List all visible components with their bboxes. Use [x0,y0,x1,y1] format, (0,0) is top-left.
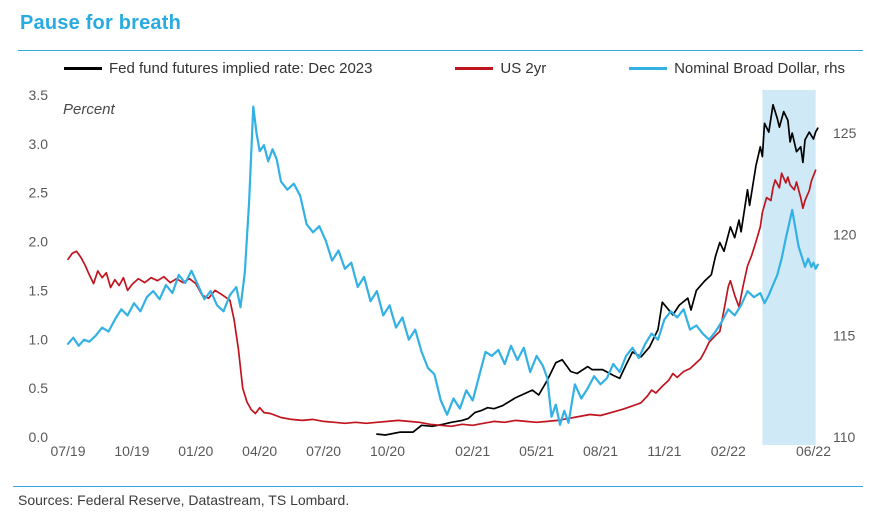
right-axis-tick-label: 120 [833,226,857,242]
bottom-divider [13,486,863,487]
x-axis-tick-label: 04/20 [242,443,277,459]
x-axis-tick-label: 10/20 [370,443,405,459]
x-axis-tick-label: 02/22 [711,443,746,459]
x-axis-tick-label: 10/19 [114,443,149,459]
sources-text: Sources: Federal Reserve, Datastream, TS… [18,492,350,508]
x-axis-tick-label: 08/21 [583,443,618,459]
left-axis-tick-label: 2.0 [29,234,49,250]
chart-legend: Fed fund futures implied rate: Dec 2023 … [64,60,845,77]
legend-label: US 2yr [500,60,547,77]
legend-item-fed-funds: Fed fund futures implied rate: Dec 2023 [64,60,372,77]
series-line-1 [67,169,817,428]
top-divider [18,50,863,51]
left-axis-tick-label: 3.5 [29,87,49,103]
legend-line-swatch-black [64,67,102,70]
x-axis-tick-label: 02/21 [455,443,490,459]
left-axis-tick-label: 0.5 [29,380,49,396]
right-axis-tick-label: 110 [833,429,856,445]
legend-line-swatch-red [455,67,494,70]
series-line-2 [66,105,819,426]
legend-item-broad-dollar: Nominal Broad Dollar, rhs [629,60,845,77]
legend-label: Fed fund futures implied rate: Dec 2023 [109,60,373,77]
series-line-0 [376,103,819,436]
legend-label: Nominal Broad Dollar, rhs [674,60,845,77]
x-axis-tick-label: 01/20 [178,443,213,459]
x-axis-tick-label: 05/21 [519,443,554,459]
x-axis-tick-label: 07/19 [50,443,85,459]
x-axis-tick-label: 07/20 [306,443,341,459]
right-axis-tick-label: 115 [833,328,856,344]
line-chart: 0.0 0.5 1.0 1.5 2.0 2.5 3.0 3.5 110 115 120 125 07/1… [29,87,857,459]
left-axis-unit-label: Percent [63,101,115,118]
page-title: Pause for breath [20,12,182,34]
left-axis-tick-label: 3.0 [29,136,49,152]
left-axis-tick-label: 2.5 [29,185,49,201]
left-axis-tick-label: 1.5 [29,282,49,298]
legend-line-swatch-blue [629,67,668,70]
highlight-band [762,90,816,445]
x-axis-tick-label: 06/22 [796,443,831,459]
left-axis-tick-label: 1.0 [29,331,49,347]
legend-item-us-2yr: US 2yr [455,60,546,77]
right-axis-tick-label: 125 [833,125,857,141]
x-axis-tick-label: 11/21 [647,443,681,459]
left-axis-tick-label: 0.0 [29,429,49,445]
